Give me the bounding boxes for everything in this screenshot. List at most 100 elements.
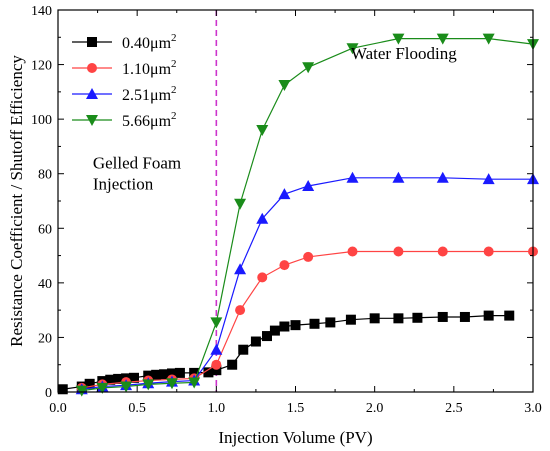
- data-point: [303, 251, 314, 262]
- data-point: [482, 173, 495, 185]
- legend-marker: [86, 115, 98, 126]
- data-point: [482, 33, 495, 45]
- data-point: [302, 179, 315, 191]
- y-tick-label: 120: [31, 59, 52, 74]
- legend: 0.40μm2 1.10μm2 2.51μm2 5.66μm2: [72, 32, 177, 130]
- data-point: [256, 212, 269, 224]
- data-point: [235, 305, 246, 316]
- y-tick-label: 60: [38, 222, 52, 237]
- data-point: [210, 317, 223, 329]
- legend-marker: [87, 37, 97, 47]
- data-point: [346, 171, 359, 183]
- annotation-1: Gelled Foam Injection: [93, 153, 181, 193]
- series-line: [81, 38, 534, 392]
- data-point: [346, 43, 359, 55]
- data-point: [210, 343, 223, 355]
- x-tick-label: 2.5: [445, 401, 463, 416]
- x-tick-label: 1.0: [208, 401, 226, 416]
- data-point: [234, 198, 247, 210]
- data-point: [120, 381, 133, 393]
- legend-marker: [87, 63, 97, 73]
- y-tick-label: 20: [38, 331, 52, 346]
- y-axis-title: Resistance Coefficient / Shutoff Efficie…: [7, 55, 26, 347]
- data-point: [203, 367, 214, 378]
- y-tick-label: 140: [31, 4, 52, 19]
- data-point: [174, 367, 185, 378]
- data-point: [347, 246, 358, 257]
- data-point: [105, 374, 116, 385]
- data-point: [483, 246, 494, 257]
- data-point: [166, 378, 178, 390]
- x-tick-label: 3.0: [524, 401, 542, 416]
- y-tick-label: 100: [31, 113, 52, 128]
- data-point: [211, 365, 222, 376]
- data-point: [151, 369, 162, 380]
- data-point: [309, 318, 320, 329]
- data-point: [262, 331, 272, 342]
- legend-entry: 2.51μm2: [72, 84, 177, 104]
- legend-entry: 1.10μm2: [72, 58, 177, 78]
- annotation-layer: Gelled Foam Injection Water Flooding: [93, 44, 457, 193]
- data-point: [393, 313, 404, 324]
- data-point: [57, 384, 68, 395]
- data-point: [483, 310, 494, 321]
- data-point: [436, 171, 449, 183]
- ticks-layer: 0.0 0.5 1.0 1.5 2.0 2.5 3.0 0 20 40 60 80 100 120 140: [31, 4, 542, 416]
- data-point: [84, 378, 95, 389]
- data-point: [188, 377, 201, 389]
- data-point: [345, 314, 356, 325]
- data-point: [142, 379, 155, 391]
- data-point: [504, 310, 515, 321]
- data-point: [189, 367, 200, 378]
- series-line: [81, 250, 533, 389]
- data-point: [290, 320, 301, 331]
- data-point: [96, 382, 109, 394]
- data-point: [238, 344, 249, 355]
- data-point: [393, 246, 404, 257]
- legend-label: 2.51μm2: [122, 84, 177, 104]
- series-line: [81, 177, 533, 390]
- x-tick-label: 1.5: [287, 401, 305, 416]
- data-point: [459, 311, 470, 322]
- x-tick-label: 0.5: [128, 401, 146, 416]
- data-point: [279, 321, 290, 332]
- data-point: [278, 80, 291, 92]
- data-point: [325, 317, 336, 328]
- series-4: [75, 33, 539, 397]
- data-point: [250, 336, 261, 347]
- data-point: [256, 125, 269, 137]
- x-tick-label: 2.0: [366, 401, 384, 416]
- data-point: [269, 325, 280, 336]
- legend-entry: 5.66μm2: [72, 110, 177, 130]
- data-point: [279, 260, 290, 271]
- data-point: [75, 385, 88, 397]
- annotation-2: Water Flooding: [351, 44, 457, 63]
- data-point: [159, 369, 170, 380]
- x-axis-title: Injection Volume (PV): [218, 428, 372, 447]
- data-point: [302, 62, 315, 74]
- data-point: [167, 368, 177, 379]
- data-point: [392, 33, 405, 45]
- y-tick-label: 40: [38, 277, 52, 292]
- data-point: [129, 372, 139, 383]
- data-point: [113, 373, 124, 384]
- data-point: [227, 359, 238, 370]
- x-tick-label: 0.0: [49, 401, 67, 416]
- data-point: [392, 171, 405, 183]
- data-point: [257, 272, 268, 283]
- legend-marker: [86, 88, 98, 99]
- data-point: [412, 312, 423, 323]
- series-layer: [57, 33, 539, 397]
- legend-entry: 0.40μm2: [72, 32, 177, 52]
- legend-label: 0.40μm2: [122, 32, 177, 52]
- data-point: [369, 313, 380, 324]
- y-tick-label: 80: [38, 168, 52, 183]
- data-point: [211, 359, 222, 370]
- data-point: [437, 311, 448, 322]
- y-tick-label: 0: [45, 386, 52, 401]
- data-point: [234, 263, 247, 275]
- data-point: [437, 246, 448, 257]
- data-point: [436, 33, 449, 45]
